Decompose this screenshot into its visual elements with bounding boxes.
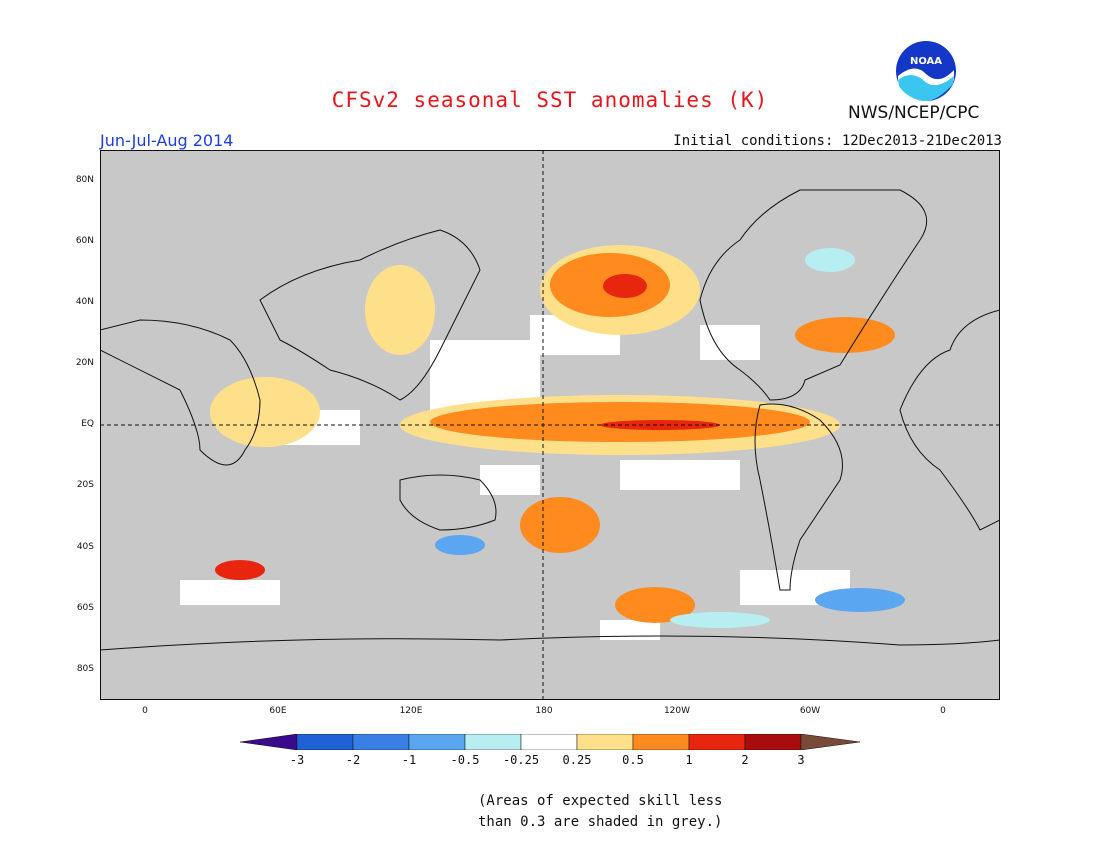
skill-note: (Areas of expected skill less than 0.3 a…: [478, 791, 722, 833]
lat-label-40s: 40S: [76, 542, 94, 552]
skill-note-line-1: (Areas of expected skill less: [478, 793, 723, 809]
colorbar-bin: [464, 734, 522, 750]
colorbar-label: -1: [401, 753, 417, 767]
colorbar-label: 0.25: [562, 753, 592, 767]
colorbar-label: 0.5: [622, 753, 644, 767]
colorbar-low-arrow: [240, 734, 298, 750]
lon-label-60e: 60E: [269, 706, 287, 716]
lat-label-eq: EQ: [81, 419, 94, 429]
colorbar-label: 2: [741, 753, 749, 767]
color-scale-bar: [240, 734, 860, 750]
svg-text:NOAA: NOAA: [910, 56, 942, 67]
lon-label-120e: 120E: [399, 706, 423, 716]
lat-label-40n: 40N: [75, 297, 94, 307]
continent-outlines: [100, 189, 1000, 651]
forecast-period: Jun-Jul-Aug 2014: [100, 131, 234, 150]
skill-note-line-2: than 0.3 are shaded in grey.): [478, 814, 723, 830]
lat-label-20s: 20S: [76, 480, 94, 490]
colorbar-bin: [408, 734, 466, 750]
colorbar-label: -0.5: [450, 753, 480, 767]
colorbar-high-arrow: [800, 734, 860, 750]
negative-anomaly-areas: [435, 248, 905, 628]
colorbar-label: 1: [685, 753, 693, 767]
sst-anomaly-map: [100, 150, 1000, 700]
lat-label-80n: 80N: [75, 175, 94, 185]
lat-label-20n: 20N: [75, 358, 94, 368]
noaa-logo-icon: NOAA: [896, 41, 956, 101]
colorbar-label: -2: [345, 753, 361, 767]
lat-label-80s: 80S: [76, 664, 94, 674]
lon-label-0-left: 0: [142, 706, 148, 716]
colorbar-bin: [352, 734, 410, 750]
colorbar-label: -0.25: [502, 753, 540, 767]
colorbar-bin: [688, 734, 746, 750]
colorbar-bin: [520, 734, 578, 750]
positive-anomaly-areas: [210, 245, 895, 623]
lon-label-120w: 120W: [663, 706, 691, 716]
page-title: CFSv2 seasonal SST anomalies (K): [331, 88, 769, 112]
colorbar-bin: [576, 734, 634, 750]
colorbar-bin: [296, 734, 354, 750]
initial-conditions: Initial conditions: 12Dec2013-21Dec2013: [673, 133, 1002, 149]
lon-label-0-right: 0: [940, 706, 946, 716]
colorbar-label: -3: [289, 753, 305, 767]
colorbar-bin: [744, 734, 802, 750]
lat-label-60s: 60S: [76, 603, 94, 613]
lat-label-60n: 60N: [75, 236, 94, 246]
colorbar-bin: [632, 734, 690, 750]
lon-label-180: 180: [535, 706, 553, 716]
lon-label-60w: 60W: [799, 706, 821, 716]
colorbar-label: 3: [797, 753, 805, 767]
agency-label: NWS/NCEP/CPC: [848, 103, 980, 123]
